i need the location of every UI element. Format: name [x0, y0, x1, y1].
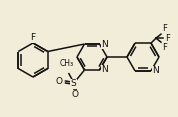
Text: N: N — [101, 40, 108, 49]
Text: F: F — [162, 43, 167, 52]
Text: F: F — [30, 33, 36, 42]
Text: CH₃: CH₃ — [59, 59, 74, 68]
Text: N: N — [101, 66, 108, 75]
Text: N: N — [153, 66, 159, 75]
Text: F: F — [162, 24, 167, 33]
Text: F: F — [165, 34, 170, 43]
Text: O: O — [56, 77, 62, 86]
Text: O: O — [72, 90, 79, 99]
Text: S: S — [71, 79, 76, 88]
